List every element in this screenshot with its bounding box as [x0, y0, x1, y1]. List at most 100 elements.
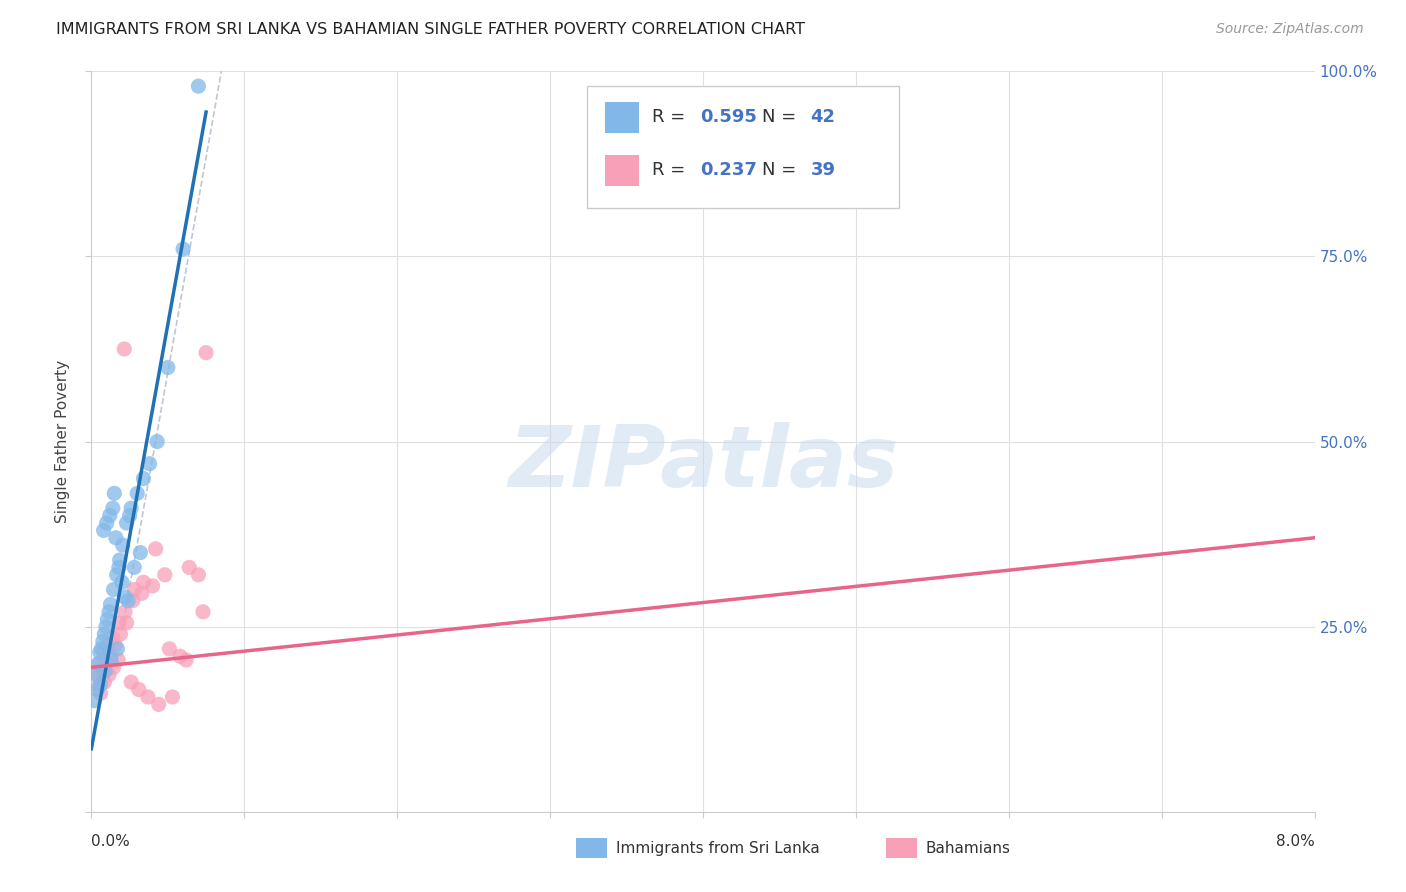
Point [111, 575, 134, 590]
Point [146, 434, 169, 449]
Point [104, 638, 127, 652]
Text: N =: N = [762, 161, 801, 178]
Point [136, 690, 159, 704]
Point [98, 508, 121, 523]
Point [112, 342, 135, 356]
Text: 0.237: 0.237 [700, 161, 758, 178]
Point [191, 605, 214, 619]
Point [174, 653, 197, 667]
Point [98, 667, 121, 681]
FancyBboxPatch shape [586, 87, 898, 209]
FancyBboxPatch shape [605, 102, 640, 133]
Text: Source: ZipAtlas.com: Source: ZipAtlas.com [1216, 22, 1364, 37]
Point [101, 631, 124, 645]
Text: 0.595: 0.595 [700, 108, 758, 126]
Point [114, 605, 136, 619]
Point [100, 598, 122, 612]
Point [120, 675, 142, 690]
Point [195, 345, 218, 359]
Point [169, 649, 191, 664]
Point [172, 242, 194, 256]
Point [101, 501, 124, 516]
Point [127, 486, 149, 500]
FancyBboxPatch shape [605, 155, 640, 186]
Text: Bahamians: Bahamians [925, 841, 1010, 855]
Point [91, 634, 114, 648]
Point [93, 675, 115, 690]
Text: 39: 39 [811, 161, 835, 178]
Point [132, 575, 155, 590]
Point [162, 690, 184, 704]
Point [115, 615, 138, 630]
Point [138, 457, 160, 471]
Point [187, 567, 209, 582]
Point [93, 646, 115, 660]
Point [157, 641, 180, 656]
Point [105, 641, 128, 656]
Point [84, 667, 107, 681]
Point [114, 590, 136, 604]
Point [105, 567, 128, 582]
Point [108, 615, 131, 630]
Point [93, 627, 115, 641]
Text: ZIPatlas: ZIPatlas [508, 422, 898, 505]
Point [141, 579, 163, 593]
Point [107, 653, 129, 667]
Point [122, 582, 145, 597]
Text: Immigrants from Sri Lanka: Immigrants from Sri Lanka [616, 841, 820, 855]
Point [122, 560, 145, 574]
Point [100, 653, 122, 667]
Point [86, 682, 108, 697]
Point [83, 694, 105, 708]
Point [104, 531, 127, 545]
Point [97, 638, 120, 652]
Text: IMMIGRANTS FROM SRI LANKA VS BAHAMIAN SINGLE FATHER POVERTY CORRELATION CHART: IMMIGRANTS FROM SRI LANKA VS BAHAMIAN SI… [56, 22, 806, 37]
Point [103, 486, 125, 500]
Point [131, 586, 153, 600]
Point [129, 546, 152, 560]
Point [90, 677, 112, 691]
Point [96, 612, 118, 626]
Point [153, 567, 176, 582]
Point [87, 657, 110, 671]
Point [89, 657, 111, 671]
Point [179, 560, 201, 574]
Point [110, 627, 132, 641]
Point [115, 516, 138, 530]
Text: 8.0%: 8.0% [1275, 834, 1315, 848]
Point [94, 657, 117, 671]
Point [120, 501, 142, 516]
Text: N =: N = [762, 108, 801, 126]
Text: 42: 42 [811, 108, 835, 126]
Point [98, 605, 121, 619]
Text: R =: R = [651, 161, 690, 178]
Point [187, 79, 209, 94]
Point [89, 646, 111, 660]
Point [108, 560, 131, 574]
Point [86, 667, 108, 681]
Point [91, 667, 114, 681]
Text: 0.0%: 0.0% [91, 834, 131, 848]
Point [103, 660, 125, 674]
Point [100, 649, 122, 664]
Point [117, 593, 139, 607]
Point [87, 679, 110, 693]
Y-axis label: Single Father Poverty: Single Father Poverty [55, 360, 70, 523]
Text: R =: R = [651, 108, 690, 126]
Point [148, 698, 170, 712]
Point [94, 664, 117, 678]
Point [90, 686, 112, 700]
Point [93, 524, 115, 538]
Point [118, 508, 141, 523]
Point [121, 593, 143, 607]
Point [128, 682, 150, 697]
Point [96, 516, 118, 530]
Point [111, 538, 134, 552]
Point [108, 553, 131, 567]
Point [145, 541, 167, 556]
Point [103, 582, 125, 597]
Point [94, 619, 117, 633]
Point [132, 471, 155, 485]
Point [90, 641, 112, 656]
Point [156, 360, 179, 375]
